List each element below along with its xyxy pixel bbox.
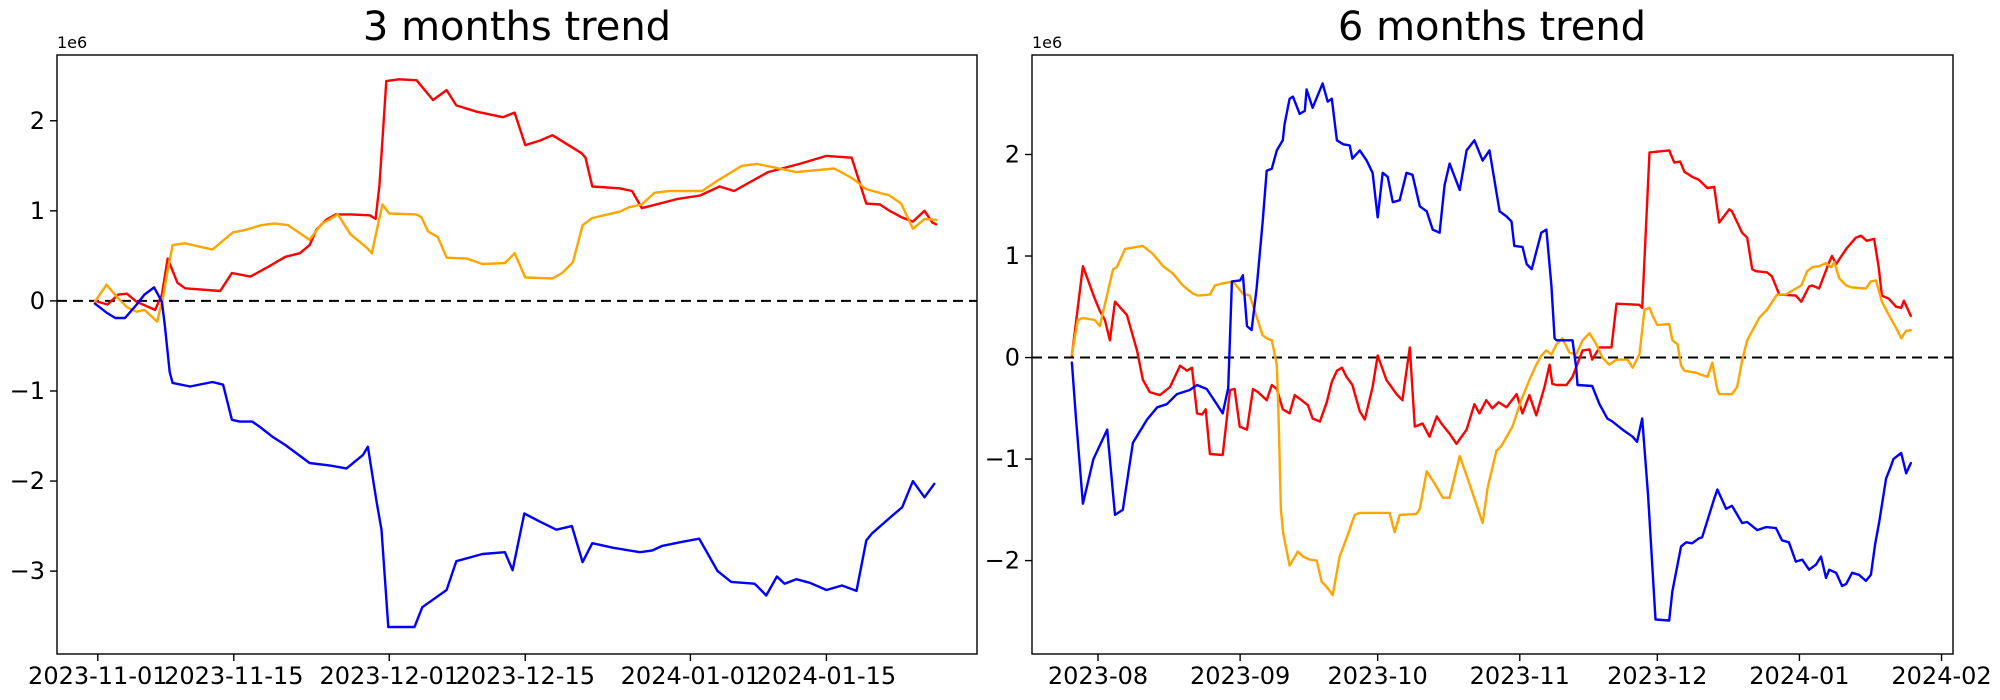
chart-title-left: 3 months trend: [363, 4, 671, 50]
y-axis-tick-label: 0: [30, 287, 45, 315]
y-axis-tick-label: 0: [1005, 344, 1020, 372]
y-axis-offset-label-right: 1e6: [1032, 33, 1062, 52]
series-line-red: [93, 78, 938, 312]
x-axis-tick-label: 2024-01-15: [757, 662, 896, 690]
series-line-orange: [93, 162, 938, 323]
x-axis-tick-label: 2023-12-15: [456, 662, 595, 690]
x-axis-tick-label: 2023-11-15: [164, 662, 303, 690]
x-axis-tick-label: 2023-10: [1328, 662, 1428, 690]
y-axis-tick-label: −1: [10, 377, 45, 405]
y-axis-tick-label: −3: [10, 557, 45, 585]
y-axis-tick-label: −2: [10, 467, 45, 495]
y-axis-tick-label: 2: [30, 107, 45, 135]
series-line-blue: [1070, 82, 1913, 622]
chart-6-months-trend: 2023-08 2023-09 2023-10 2023-11 2023-12 2024-…: [985, 54, 1992, 690]
x-axis-tick-label: 2023-08: [1048, 662, 1148, 690]
y-axis-tick-label: 1: [30, 197, 45, 225]
chart-title-right: 6 months trend: [1338, 4, 1646, 50]
series-line-orange: [1070, 244, 1913, 597]
x-axis-tick-label: 2023-12: [1607, 662, 1707, 690]
x-axis-tick-label: 2023-12-01: [320, 662, 459, 690]
y-axis-tick-label: 1: [1005, 242, 1020, 270]
y-axis-offset-label-left: 1e6: [57, 33, 87, 52]
x-axis-tick-label: 2024-02: [1891, 662, 1991, 690]
series-line-blue: [93, 286, 936, 629]
x-axis-tick-label: 2023-09: [1190, 662, 1290, 690]
x-axis-tick-label: 2023-11-01: [28, 662, 167, 690]
y-axis-tick-label: 2: [1005, 140, 1020, 168]
x-axis-tick-label: 2024-01: [1749, 662, 1849, 690]
y-axis-tick-label: −2: [985, 547, 1020, 575]
y-axis-tick-label: −1: [985, 445, 1020, 473]
axes-border: [56, 54, 978, 655]
x-axis-tick-label: 2024-01-01: [621, 662, 760, 690]
x-axis-tick-label: 2023-11: [1470, 662, 1570, 690]
axes-border: [1031, 54, 1954, 655]
series-line-red: [1070, 149, 1913, 457]
